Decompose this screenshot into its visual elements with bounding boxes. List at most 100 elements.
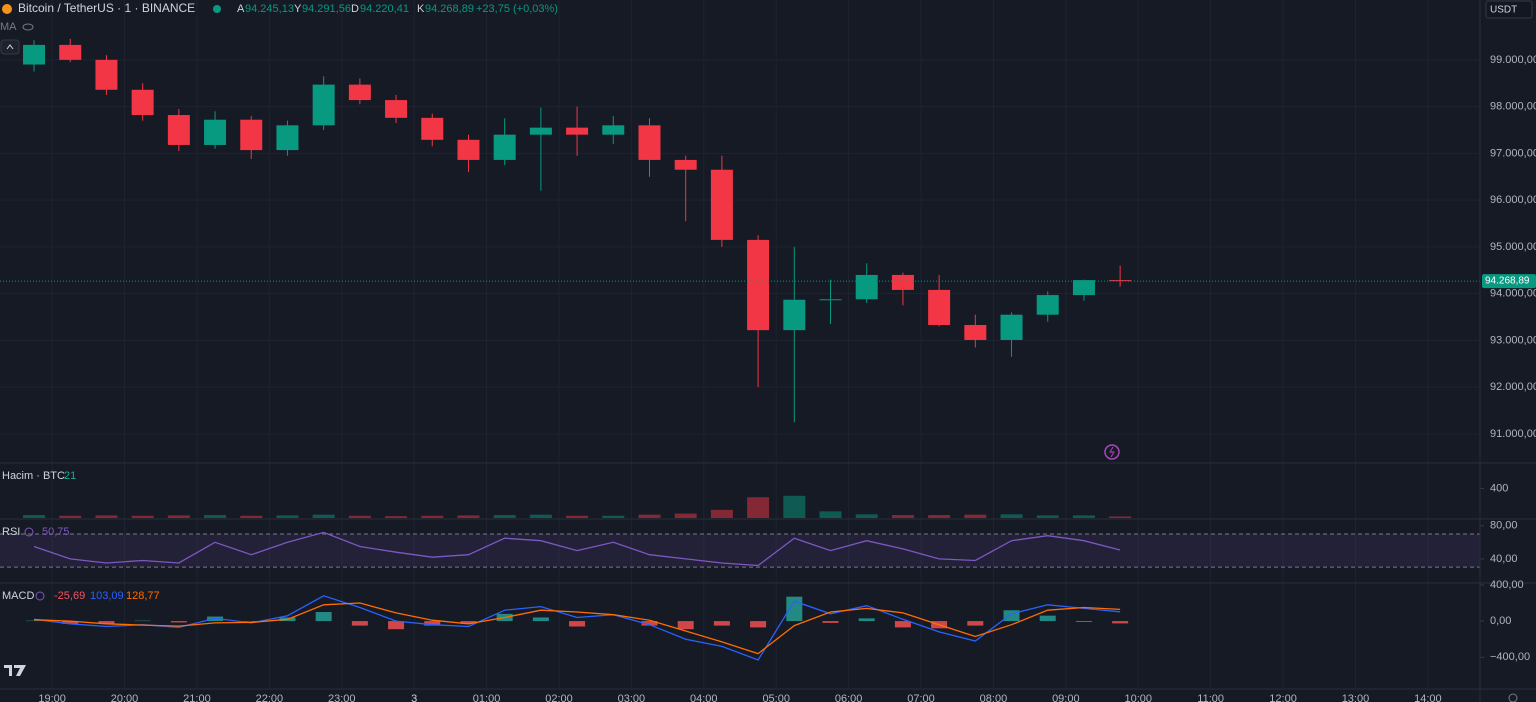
pane-title: RSI	[2, 526, 20, 538]
volume-bar	[312, 514, 335, 518]
volume-bar	[928, 515, 951, 518]
candle-body	[819, 299, 842, 301]
y-tick-label: 80,00	[1490, 520, 1518, 532]
volume-bar	[1036, 515, 1059, 518]
candle-body	[1109, 280, 1132, 282]
change: +23,75 (+0,03%)	[476, 3, 558, 15]
volume-bar	[385, 516, 408, 518]
volume-bar	[638, 514, 661, 518]
ohlc-value: 94.291,56	[302, 3, 351, 15]
pane-value: 21	[64, 470, 76, 482]
macd-histogram-bar	[967, 621, 984, 626]
macd-histogram-bar	[388, 621, 405, 630]
x-tick-label: 10:00	[1124, 693, 1152, 702]
x-tick-label: 08:00	[980, 693, 1008, 702]
x-tick-label: 19:00	[38, 693, 66, 702]
x-tick-label: 09:00	[1052, 693, 1080, 702]
candle-body	[891, 274, 914, 290]
x-tick-label: 04:00	[690, 693, 718, 702]
volume-bar	[529, 514, 552, 518]
candle-body	[95, 59, 118, 90]
volume-bar	[710, 509, 733, 518]
ohlc-key: A	[237, 3, 245, 15]
logo[interactable]	[4, 665, 26, 676]
y-tick-label: 93.000,00	[1490, 334, 1536, 346]
volume-bar	[891, 515, 914, 518]
candle-body	[385, 100, 408, 118]
pane-icon	[35, 591, 45, 601]
macd-histogram-bar	[1039, 615, 1056, 622]
y-tick-label: 400,00	[1490, 579, 1524, 591]
candle-body	[240, 119, 263, 151]
alert-bolt	[1109, 446, 1115, 458]
macd-line	[33, 602, 1121, 655]
y-tick-label: 97.000,00	[1490, 147, 1536, 159]
visibility-icon[interactable]	[22, 23, 34, 31]
collapse-button[interactable]	[0, 39, 20, 55]
candle-body	[276, 125, 299, 151]
settings-icon[interactable]	[1508, 693, 1518, 702]
volume-bar	[131, 515, 154, 518]
candle-body	[348, 84, 371, 101]
indicator-name[interactable]: MA	[0, 21, 17, 33]
candle-body	[710, 169, 733, 240]
ohlc-value: 94.245,13	[245, 3, 294, 15]
volume-bar	[602, 515, 625, 518]
candle-body	[855, 274, 878, 300]
y-tick-label: 98.000,00	[1490, 101, 1536, 113]
volume-bar	[23, 515, 46, 518]
x-tick-label: 07:00	[907, 693, 935, 702]
macd-histogram-bar	[315, 612, 332, 622]
candle-body	[783, 299, 806, 331]
macd-histogram-bar	[786, 596, 803, 622]
ohlc-key: D	[351, 3, 359, 15]
candle-body	[204, 119, 227, 145]
y-tick-label: 91.000,00	[1490, 428, 1536, 440]
currency-button[interactable]	[1485, 0, 1533, 19]
x-tick-label: 01:00	[473, 693, 501, 702]
candle-body	[638, 125, 661, 160]
volume-bar	[276, 515, 299, 518]
ohlc-value: 94.220,41	[360, 3, 409, 15]
pane-title: Hacim · BTC	[2, 470, 65, 482]
volume-bar	[204, 515, 227, 518]
last-price-box	[1482, 274, 1536, 289]
symbol[interactable]: Bitcoin / TetherUS · 1 · BINANCE	[18, 1, 195, 15]
collapse-icon	[6, 44, 14, 50]
y-tick-label: 92.000,00	[1490, 381, 1536, 393]
pane-value: 50,75	[42, 526, 70, 538]
macd-histogram-bar	[894, 621, 911, 628]
candle-body	[529, 127, 552, 135]
volume-bar	[674, 513, 697, 518]
macd-histogram-bar	[641, 621, 658, 626]
x-tick-label: 02:00	[545, 693, 573, 702]
macd-histogram-bar	[677, 621, 694, 630]
volume-bar	[457, 515, 480, 518]
volume-bar	[421, 515, 444, 518]
ohlc-value: 94.268,89	[425, 3, 474, 15]
x-tick-label: 22:00	[256, 693, 284, 702]
macd-histogram-bar	[858, 618, 875, 622]
candle-body	[59, 44, 82, 60]
macd-histogram-bar	[351, 621, 368, 626]
macd-histogram-bar	[1003, 610, 1020, 622]
x-tick-label: 3	[411, 693, 417, 702]
macd-histogram-bar	[750, 621, 767, 628]
candle-body	[1000, 314, 1023, 340]
macd-histogram-bar	[170, 621, 187, 623]
status-dot	[213, 5, 221, 13]
x-tick-label: 11:00	[1197, 693, 1224, 702]
candle-body	[23, 44, 46, 65]
volume-bar	[493, 515, 516, 518]
x-tick-label: 06:00	[835, 693, 863, 702]
alert-icon[interactable]	[1104, 444, 1120, 460]
x-tick-label: 14:00	[1414, 693, 1442, 702]
volume-bar	[819, 511, 842, 518]
y-tick-label: 400	[1490, 482, 1508, 494]
volume-bar	[348, 515, 371, 518]
y-tick-label: 40,00	[1490, 553, 1518, 565]
macd-histogram-bar	[713, 621, 730, 626]
